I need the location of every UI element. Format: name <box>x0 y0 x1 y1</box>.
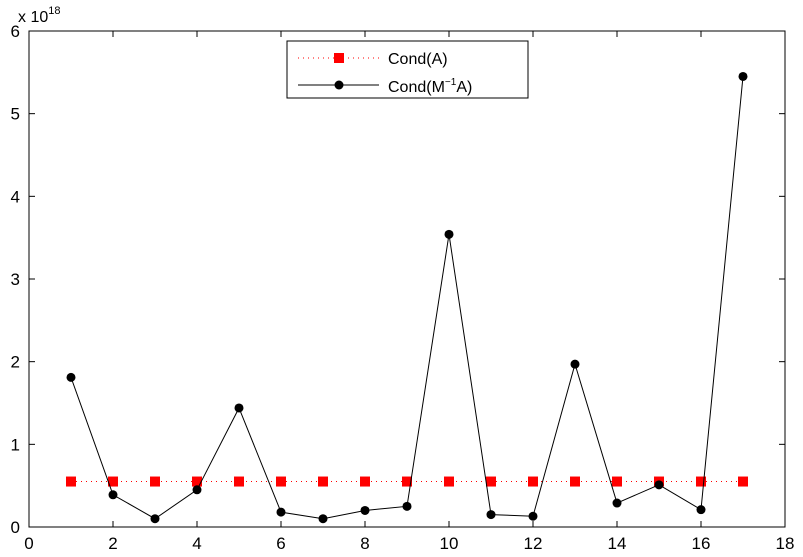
x-tick-label: 0 <box>24 534 33 552</box>
data-point-cond-minv-a <box>234 403 244 413</box>
data-point-cond-a <box>486 476 496 487</box>
y-tick-label: 6 <box>11 22 20 41</box>
data-point-cond-a <box>738 476 748 487</box>
legend-label-cond-minv-a: Cond(M−1A) <box>388 77 472 96</box>
y-tick-label: 0 <box>11 518 20 537</box>
x-tick-label: 6 <box>276 534 285 552</box>
x-tick-label: 4 <box>192 534 201 552</box>
data-point-cond-minv-a <box>360 505 370 515</box>
data-point-cond-a <box>570 476 580 487</box>
y-tick-labels: 0 1 2 3 4 5 6 <box>11 22 20 537</box>
x-tick-label: 12 <box>524 534 543 552</box>
y-tick-label: 5 <box>11 105 20 124</box>
data-point-cond-minv-a <box>444 229 454 239</box>
data-point-cond-minv-a <box>276 507 286 517</box>
data-point-cond-minv-a <box>150 514 160 524</box>
legend-marker-cond-minv-a <box>334 80 344 90</box>
data-point-cond-a <box>612 476 622 487</box>
x-tick-labels: 0 2 4 6 8 10 12 14 16 18 <box>24 534 795 553</box>
axis-ticks <box>28 30 786 528</box>
legend-marker-cond-a <box>334 53 344 63</box>
data-point-cond-minv-a <box>108 490 118 500</box>
data-point-cond-a <box>108 476 118 487</box>
data-point-cond-minv-a <box>402 501 412 511</box>
y-tick-label: 1 <box>11 435 20 454</box>
data-point-cond-a <box>276 476 286 487</box>
x-tick-label: 16 <box>692 534 711 552</box>
data-point-cond-a <box>234 476 244 487</box>
series-layer <box>66 71 748 524</box>
data-point-cond-minv-a <box>318 514 328 524</box>
legend: Cond(A) Cond(M−1A) <box>286 40 529 99</box>
data-point-cond-minv-a <box>528 511 538 521</box>
data-point-cond-a <box>318 476 328 487</box>
data-point-cond-a <box>528 476 538 487</box>
data-point-cond-a <box>696 476 706 487</box>
x-tick-label: 10 <box>440 534 459 552</box>
data-point-cond-a <box>150 476 160 487</box>
x-tick-label: 18 <box>776 534 795 552</box>
y-tick-label: 3 <box>11 270 20 289</box>
data-point-cond-minv-a <box>486 510 496 520</box>
legend-label-cond-a: Cond(A) <box>388 51 448 68</box>
y-tick-label: 2 <box>11 353 20 372</box>
plot-area <box>28 30 786 528</box>
data-point-cond-minv-a <box>570 359 580 369</box>
x-tick-label: 8 <box>360 534 369 552</box>
data-point-cond-minv-a <box>696 505 706 515</box>
legend-box <box>286 40 529 99</box>
data-point-cond-minv-a <box>654 480 664 490</box>
data-point-cond-minv-a <box>738 71 748 81</box>
data-point-cond-minv-a <box>66 372 76 382</box>
data-point-cond-minv-a <box>192 485 202 495</box>
data-point-cond-a <box>444 476 454 487</box>
x-tick-label: 14 <box>608 534 627 552</box>
data-point-cond-a <box>192 476 202 487</box>
y-tick-label: 4 <box>11 187 20 206</box>
x-tick-label: 2 <box>108 534 117 552</box>
y-axis-multiplier: x 1018 <box>18 5 61 26</box>
data-point-cond-a <box>66 476 76 487</box>
data-point-cond-a <box>402 476 412 487</box>
data-point-cond-minv-a <box>612 498 622 508</box>
data-point-cond-a <box>360 476 370 487</box>
